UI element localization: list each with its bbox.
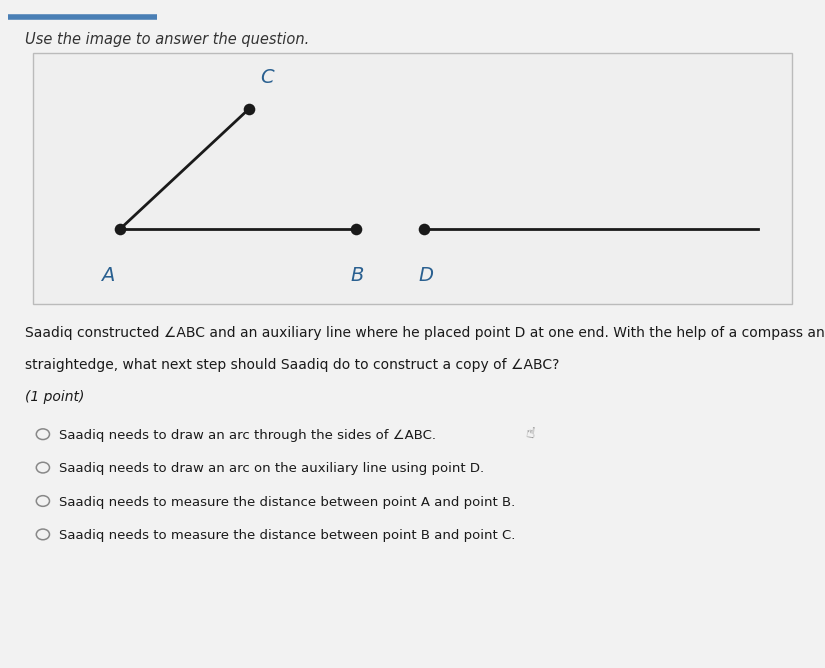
FancyBboxPatch shape bbox=[33, 53, 792, 304]
Text: ☝: ☝ bbox=[524, 426, 535, 442]
Point bbox=[349, 223, 362, 234]
Text: D: D bbox=[418, 265, 433, 285]
Text: C: C bbox=[261, 69, 274, 88]
Text: straightedge, what next step should Saadiq do to construct a copy of ∠ABC?: straightedge, what next step should Saad… bbox=[25, 358, 559, 372]
Text: Saadiq needs to draw an arc through the sides of ∠ABC.: Saadiq needs to draw an arc through the … bbox=[59, 429, 436, 442]
Text: Saadiq constructed ∠ABC and an auxiliary line where he placed point D at one end: Saadiq constructed ∠ABC and an auxiliary… bbox=[25, 326, 825, 340]
Point bbox=[417, 223, 431, 234]
Point bbox=[243, 103, 256, 114]
Text: B: B bbox=[351, 265, 364, 285]
Text: A: A bbox=[101, 265, 115, 285]
Point bbox=[114, 223, 127, 234]
Text: Saadiq needs to draw an arc on the auxiliary line using point D.: Saadiq needs to draw an arc on the auxil… bbox=[59, 462, 484, 475]
Text: (1 point): (1 point) bbox=[25, 390, 84, 404]
Text: Use the image to answer the question.: Use the image to answer the question. bbox=[25, 32, 309, 47]
Text: Saadiq needs to measure the distance between point B and point C.: Saadiq needs to measure the distance bet… bbox=[59, 529, 516, 542]
Text: Saadiq needs to measure the distance between point A and point B.: Saadiq needs to measure the distance bet… bbox=[59, 496, 516, 508]
